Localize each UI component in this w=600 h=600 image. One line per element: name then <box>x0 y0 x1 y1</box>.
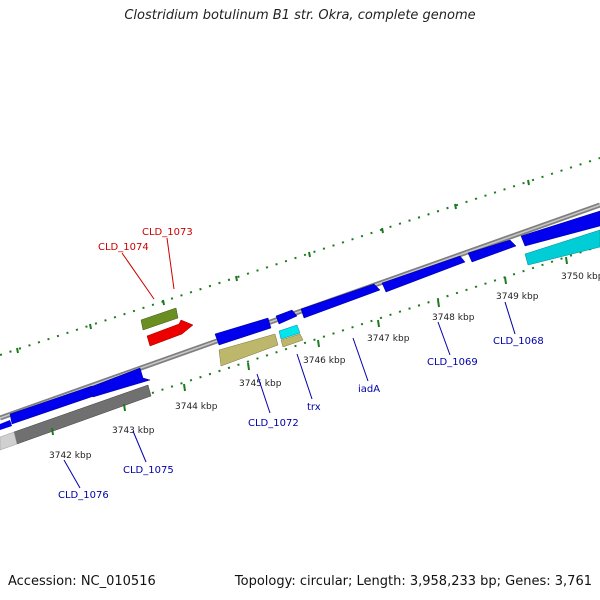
label-cld-1074: CLD_1074 <box>98 242 149 253</box>
scale-label: 3744 kbp <box>175 402 218 412</box>
feature-gray-light <box>0 431 18 451</box>
other-features <box>0 229 600 451</box>
feature-khaki-2 <box>280 333 304 348</box>
gene-trx <box>275 309 298 325</box>
outer-major-ticks <box>16 179 530 354</box>
label-cld-1076: CLD_1076 <box>58 490 109 501</box>
gene-cld-1074 <box>146 319 194 347</box>
scale-label: 3746 kbp <box>303 356 346 366</box>
gene-cld-1076-fwd <box>0 420 12 430</box>
gene-cld-1068 <box>467 239 517 263</box>
feature-cyan-right <box>524 229 600 266</box>
gene-labels: CLD_1073 CLD_1074 CLD_1072 trx iadA CLD_… <box>58 227 544 501</box>
genome-summary-text: Topology: circular; Length: 3,958,233 bp… <box>234 574 592 589</box>
label-cld-1072: CLD_1072 <box>248 418 299 429</box>
gene-cld-1073 <box>140 307 179 331</box>
label-cld-1073: CLD_1073 <box>142 227 193 238</box>
label-cld-1075: CLD_1075 <box>123 465 174 476</box>
label-cld-1069: CLD_1069 <box>427 357 478 368</box>
scale-label: 3747 kbp <box>367 334 410 344</box>
scale-label: 3748 kbp <box>432 313 475 323</box>
feature-cyan-1 <box>278 324 301 340</box>
genome-title: Clostridium botulinum B1 str. Okra, comp… <box>124 8 476 23</box>
inner-major-ticks <box>51 256 568 436</box>
label-cld-1068: CLD_1068 <box>493 336 544 347</box>
feature-khaki-1 <box>218 333 279 367</box>
gene-cld-1075 <box>87 367 151 398</box>
gene-right-fwd <box>520 210 600 247</box>
scale-label: 3750 kbp <box>561 272 600 282</box>
gene-cld-1069 <box>381 255 466 293</box>
scale-label: 3749 kbp <box>496 292 539 302</box>
label-iada: iadA <box>358 384 380 395</box>
label-leaders <box>63 237 516 489</box>
scale-label: 3742 kbp <box>49 451 92 461</box>
accession-text: Accession: NC_010516 <box>8 574 156 589</box>
gene-iada <box>300 283 381 319</box>
forward-strand-genes <box>0 210 600 430</box>
genome-backbone <box>0 202 600 421</box>
label-trx: trx <box>307 402 321 413</box>
gene-cld-1072 <box>214 317 272 346</box>
